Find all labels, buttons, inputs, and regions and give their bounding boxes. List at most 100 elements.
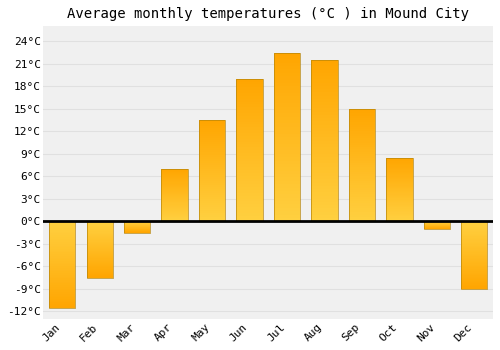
Bar [461,228,487,230]
Bar [49,302,76,304]
Bar [386,195,412,196]
Bar [162,171,188,172]
Bar [162,182,188,183]
Bar [162,183,188,184]
Bar [236,201,262,204]
Bar [199,130,225,132]
Bar [274,144,300,147]
Bar [386,159,412,160]
Bar [461,238,487,239]
Bar [49,287,76,289]
Bar [386,188,412,189]
Bar [49,230,76,232]
Bar [461,221,487,223]
Bar [274,204,300,208]
Bar [461,231,487,232]
Bar [162,174,188,175]
Bar [386,198,412,200]
Bar [86,264,113,265]
Bar [274,171,300,174]
Bar [86,225,113,226]
Bar [199,132,225,134]
Bar [312,183,338,186]
Bar [274,52,300,56]
Bar [274,79,300,83]
Bar [49,266,76,268]
Bar [199,203,225,205]
Bar [162,195,188,196]
Bar [199,164,225,167]
Bar [162,197,188,198]
Bar [86,240,113,241]
Bar [199,195,225,197]
Bar [349,165,375,167]
Bar [349,172,375,174]
Bar [461,278,487,279]
Bar [199,161,225,163]
Bar [49,268,76,270]
Bar [349,140,375,142]
Bar [199,163,225,164]
Bar [199,211,225,213]
Bar [274,124,300,127]
Bar [86,236,113,237]
Bar [236,96,262,99]
Bar [386,191,412,192]
Bar [349,201,375,203]
Bar [274,188,300,191]
Bar [236,136,262,139]
Bar [386,201,412,202]
Bar [162,199,188,200]
Bar [386,164,412,165]
Bar [162,220,188,221]
Bar [349,199,375,201]
Bar [86,247,113,248]
Bar [162,180,188,181]
Bar [236,121,262,124]
Bar [312,112,338,115]
Bar [386,158,412,221]
Bar [86,260,113,261]
Bar [86,271,113,272]
Bar [386,161,412,163]
Bar [461,246,487,247]
Bar [274,83,300,86]
Bar [49,247,76,249]
Bar [461,286,487,288]
Bar [49,226,76,228]
Bar [349,127,375,129]
Bar [162,172,188,173]
Bar [349,131,375,134]
Bar [386,207,412,209]
Bar [236,216,262,218]
Bar [199,150,225,153]
Bar [162,179,188,180]
Bar [162,203,188,204]
Bar [274,93,300,97]
Bar [199,219,225,221]
Bar [312,167,338,170]
Bar [49,290,76,292]
Bar [162,177,188,178]
Bar [162,184,188,186]
Bar [86,221,113,278]
Bar [274,201,300,204]
Bar [312,99,338,102]
Bar [312,92,338,96]
Bar [236,187,262,190]
Bar [274,211,300,215]
Bar [274,52,300,221]
Bar [274,66,300,69]
Bar [386,158,412,159]
Bar [162,178,188,179]
Bar [349,158,375,161]
Bar [386,169,412,170]
Bar [49,244,76,245]
Bar [236,164,262,167]
Bar [236,127,262,130]
Bar [236,133,262,136]
Bar [386,219,412,220]
Bar [236,153,262,156]
Bar [236,88,262,90]
Bar [386,193,412,195]
